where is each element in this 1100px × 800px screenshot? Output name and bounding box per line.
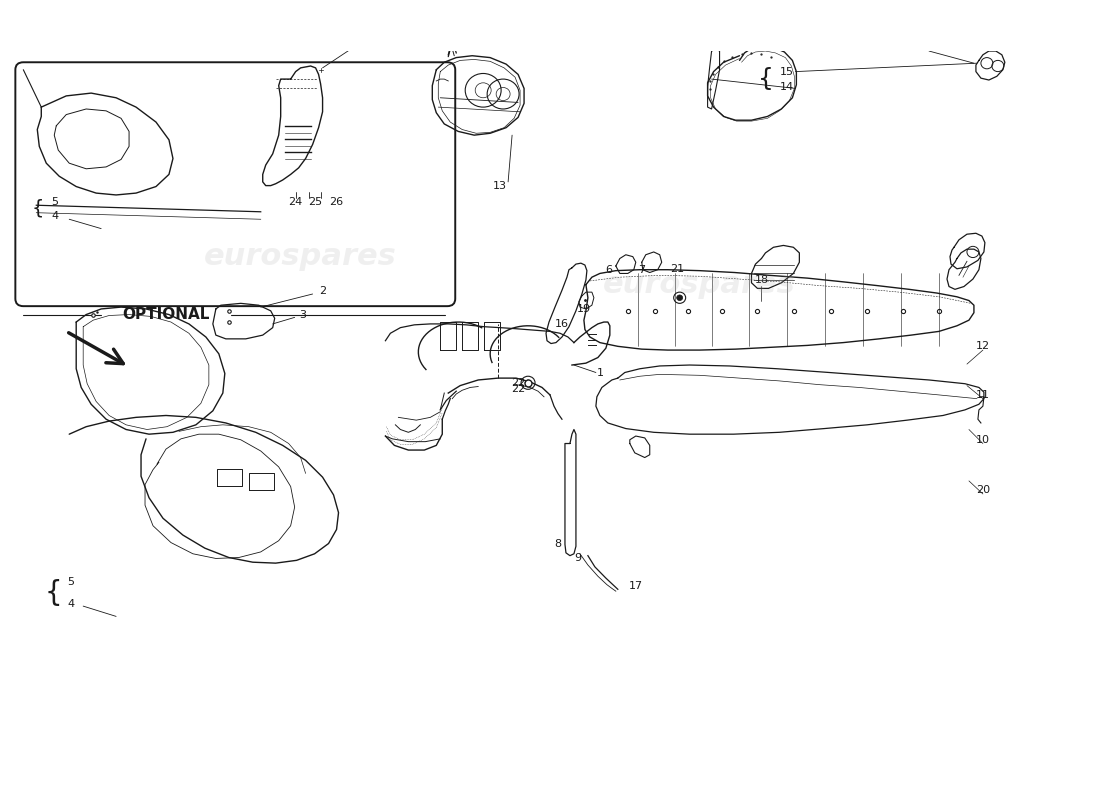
Text: 8: 8 (554, 539, 561, 550)
Text: 1: 1 (596, 367, 604, 378)
Text: {: { (758, 67, 773, 91)
Text: 9: 9 (574, 553, 582, 562)
Text: 10: 10 (976, 434, 990, 445)
Text: 17: 17 (629, 581, 642, 590)
Text: 22: 22 (512, 384, 525, 394)
Text: 3: 3 (299, 310, 306, 321)
Text: 25: 25 (308, 198, 322, 207)
Text: 5: 5 (52, 198, 58, 207)
Text: 13: 13 (493, 181, 507, 190)
Circle shape (294, 185, 298, 189)
Text: 16: 16 (556, 319, 569, 329)
Circle shape (525, 380, 531, 386)
Text: 24: 24 (288, 198, 302, 207)
Text: 20: 20 (976, 486, 990, 495)
Text: 11: 11 (976, 390, 990, 400)
FancyBboxPatch shape (15, 62, 455, 306)
Text: 26: 26 (330, 198, 343, 207)
Text: 14: 14 (780, 82, 793, 91)
Text: OPTIONAL: OPTIONAL (122, 307, 210, 322)
Text: 15: 15 (780, 66, 793, 77)
Text: 21: 21 (671, 264, 684, 274)
Text: 4: 4 (52, 210, 58, 221)
Circle shape (307, 185, 310, 189)
Text: 19: 19 (576, 304, 591, 314)
Text: 23: 23 (433, 0, 448, 2)
Text: 6: 6 (605, 265, 613, 274)
Text: {: { (31, 198, 44, 218)
Text: {: { (44, 579, 62, 607)
Text: eurospares: eurospares (205, 242, 397, 271)
Circle shape (318, 67, 323, 73)
Text: 18: 18 (755, 275, 769, 285)
Text: 7: 7 (638, 265, 646, 274)
Text: 5: 5 (67, 577, 74, 587)
Text: eurospares: eurospares (603, 270, 796, 299)
Text: 4: 4 (67, 599, 75, 610)
Circle shape (319, 185, 322, 189)
Text: 2: 2 (319, 286, 326, 296)
Text: 22: 22 (512, 378, 525, 388)
Text: 12: 12 (976, 342, 990, 351)
Circle shape (676, 295, 683, 301)
